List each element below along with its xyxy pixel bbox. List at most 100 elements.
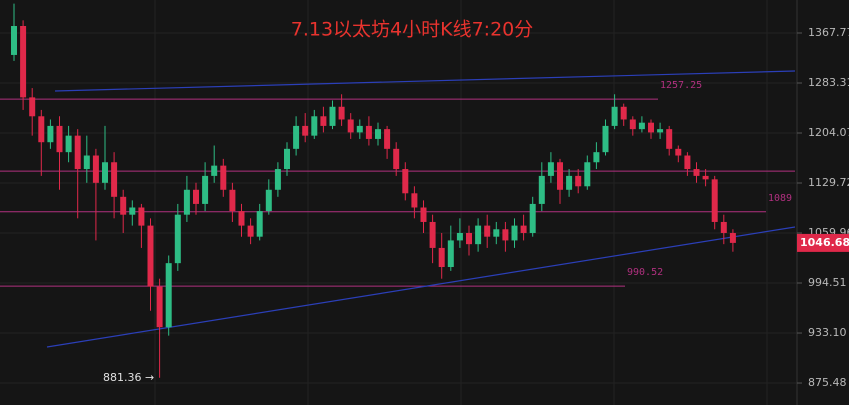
candle-body (384, 129, 391, 149)
candle-body (456, 232, 463, 241)
candle-body (584, 162, 591, 187)
upper-trendline (54, 70, 796, 92)
candle-body (311, 116, 318, 136)
candle-body (566, 175, 573, 190)
candle-body (557, 162, 563, 190)
candle-body (375, 129, 381, 139)
candle-body (165, 263, 172, 328)
candle-body (338, 106, 345, 120)
candle-body (538, 175, 545, 204)
candle-body (420, 207, 427, 222)
candle-body (593, 152, 600, 163)
candle-body (65, 135, 72, 153)
candle-body (502, 229, 509, 241)
candle-body (629, 119, 636, 130)
candle-body (247, 225, 254, 237)
candle-body (147, 225, 154, 287)
candle-body (11, 26, 17, 55)
candle-body (20, 26, 27, 98)
candle-body (129, 207, 136, 215)
candle-body (447, 240, 454, 268)
y-tick-label: 933.10 (808, 326, 847, 339)
candle-body (511, 225, 518, 241)
levels: 1257.25 1089 990.52 (0, 80, 795, 287)
last-price-box (797, 233, 849, 252)
candle-body (466, 232, 472, 245)
candle-body (529, 203, 536, 233)
candle-body (438, 247, 445, 268)
candle-body (47, 125, 54, 143)
candle-body (475, 225, 482, 245)
candle-body (293, 125, 300, 149)
candle-body (711, 179, 718, 222)
candle-body (220, 165, 227, 190)
candle-body (493, 229, 500, 237)
candle-body (602, 125, 609, 153)
low-annotation: 881.36 → (103, 371, 154, 384)
candle-body (347, 119, 354, 133)
candle-body (174, 214, 181, 264)
candle-body (74, 135, 81, 170)
candle-body (38, 116, 45, 143)
candle-body (620, 106, 627, 120)
y-tick-label: 1129.72 (808, 176, 849, 189)
candle-body (211, 165, 218, 176)
y-tick-label: 875.48 (808, 376, 847, 389)
chart-title: 7.13以太坊4小时K线7:20分 (291, 19, 534, 41)
candle-body (675, 148, 682, 156)
candle-body (229, 189, 236, 212)
candle-body (138, 207, 145, 226)
candle-body (402, 169, 409, 194)
candle-body (329, 106, 336, 126)
candle-body (29, 97, 36, 117)
candle-body (56, 125, 63, 153)
candle-body (183, 189, 190, 215)
candle-body (111, 162, 118, 197)
candle-body (284, 148, 290, 170)
candle-body (611, 106, 618, 126)
candle-body (393, 148, 400, 170)
candle-body (120, 196, 127, 215)
last-price-label: 1046.68 (800, 236, 849, 249)
candle-body (720, 221, 727, 233)
candle-body (156, 286, 163, 328)
candle-body (693, 169, 700, 176)
candle-body (702, 175, 709, 180)
candle-body (411, 193, 418, 208)
candle-body (92, 155, 99, 183)
candle-body (256, 211, 263, 237)
candle-body (520, 225, 527, 233)
candle-body (484, 225, 491, 237)
level-label: 1257.25 (660, 80, 702, 91)
candle-body (648, 122, 654, 133)
candle-body (320, 116, 327, 126)
candle-body (356, 125, 363, 133)
y-tick-label: 1367.77 (808, 26, 849, 39)
candle-body (429, 221, 436, 248)
candle-body (365, 125, 372, 139)
candle-body (274, 169, 281, 190)
candle-body (729, 232, 736, 243)
candle-body (83, 155, 90, 170)
candle-body (657, 129, 664, 133)
candle-body (265, 189, 272, 212)
candle-body (302, 125, 309, 136)
y-tick-label: 1204.07 (808, 126, 849, 139)
candle-body (102, 162, 108, 183)
candle-body (238, 211, 245, 226)
y-tick-label: 994.51 (808, 276, 847, 289)
candle-body (202, 175, 209, 204)
level-label: 1089 (768, 193, 792, 204)
candles (11, 3, 736, 378)
candle-body (638, 122, 645, 130)
y-tick-label: 1283.31 (808, 76, 849, 89)
level-label: 990.52 (627, 267, 663, 278)
candle-body (666, 129, 673, 149)
y-axis: 875.48933.10994.511059.961129.721204.071… (797, 26, 849, 389)
candle-body (547, 162, 554, 176)
candle-body (684, 155, 691, 170)
candle-body (575, 175, 582, 187)
